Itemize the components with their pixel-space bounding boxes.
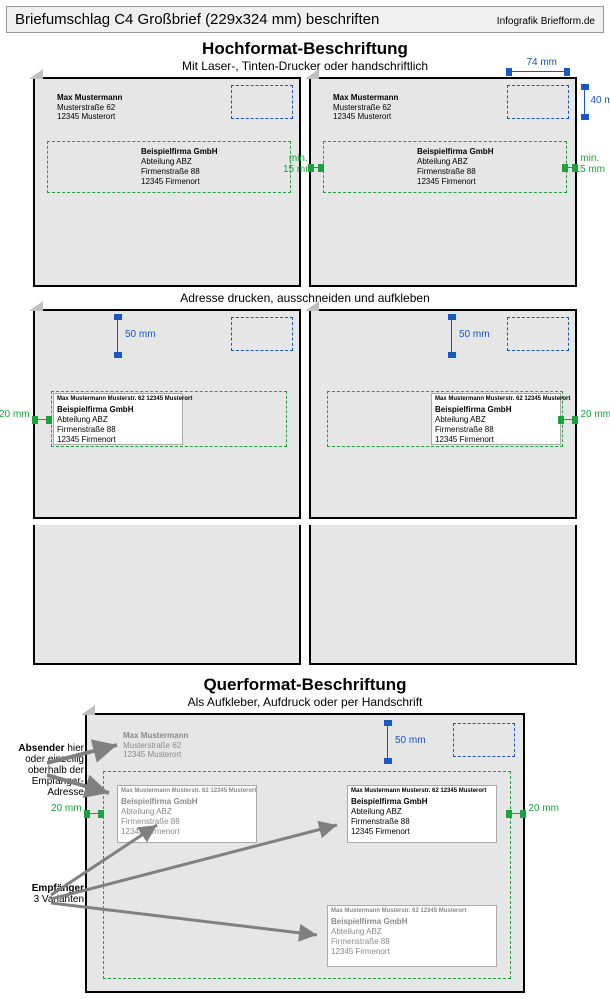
dim-top-50 [451,315,452,357]
recipient-name: Beispielfirma GmbH [435,405,511,415]
flap-icon [305,69,319,79]
flap-icon [305,301,319,311]
recipient-block: Beispielfirma GmbH Abteilung ABZ Firmens… [141,147,217,187]
env-stub [33,525,301,665]
dim-margin-20-r [559,419,577,420]
recipient-name: Beispielfirma GmbH [57,405,133,415]
dim-min: min. [580,153,599,164]
sender-name: Max Mustermann [333,93,398,103]
dim-land-20-r-lbl: 20 mm [528,803,559,814]
recipient-city: 12345 Firmenort [141,177,217,187]
sender-city: 12345 Musterort [123,750,188,760]
dim-15: 15 mm [283,164,314,175]
recipient-street: Firmenstraße 88 [57,425,133,435]
envelope-portrait-1: Max Mustermann Musterstraße 62 12345 Mus… [33,77,301,287]
dim-margin-20-l [33,419,51,420]
dim-top-50-lbl: 50 mm [459,329,490,340]
recipient-dept: Abteilung ABZ [435,415,511,425]
recipient-city: 12345 Firmenort [57,435,133,445]
sender-city: 12345 Musterort [333,112,398,122]
recipient-dept: Abteilung ABZ [57,415,133,425]
recipient-block: Beispielfirma GmbH Abteilung ABZ Firmens… [57,405,133,445]
sender-inline: Max Mustermann Musterstr. 62 12345 Muste… [435,396,570,402]
dim-15: 15 mm [574,164,605,175]
dim-stamp-h-lbl: 40 mm [590,95,610,106]
section1-heading: Hochformat-Beschriftung [6,39,604,59]
recipient-city: 12345 Firmenort [435,435,511,445]
sender-block: Max Mustermann Musterstraße 62 12345 Mus… [333,93,398,122]
stamp-zone [231,317,293,351]
row-portrait-2: 50 mm Max Mustermann Musterstr. 62 12345… [6,309,604,519]
dim-20-lbl: 20 mm [580,409,610,420]
section2-heading: Querformat-Beschriftung [6,675,604,695]
dim-land-20-r [507,813,525,814]
arrow-absender [47,715,127,845]
sender-city: 12345 Musterort [57,112,122,122]
stamp-zone [231,85,293,119]
dim-top-50-lbl: 50 mm [125,329,156,340]
recipient-v2: Beispielfirma GmbH Abteilung ABZ Firmens… [351,797,427,837]
dim-stamp-w-lbl: 74 mm [526,57,557,68]
section2-sub: Als Aufkleber, Aufdruck oder per Handsch… [6,695,604,709]
env-stub [309,525,577,665]
dim-stamp-w [507,71,569,72]
dim-min: min. [289,153,308,164]
recipient-city: 12345 Firmenort [417,177,493,187]
recipient-name: Beispielfirma GmbH [417,147,493,157]
envelope-portrait-2: 74 mm 40 mm Max Mustermann Musterstraße … [309,77,577,287]
sender-block-grey: Max Mustermann Musterstraße 62 12345 Mus… [123,731,188,760]
recipient-name: Beispielfirma GmbH [141,147,217,157]
sender-inline-v1: Max Mustermann Musterstr. 62 12345 Muste… [121,788,256,794]
envelope-landscape: 50 mm Max Mustermann Musterstraße 62 123… [85,713,525,993]
dim-20-lbl: 20 mm [0,409,30,420]
recipient-street: Firmenstraße 88 [435,425,511,435]
recipient-street: Firmenstraße 88 [417,167,493,177]
recipient-v1: Beispielfirma GmbH Abteilung ABZ Firmens… [121,797,197,837]
sender-name: Max Mustermann [57,93,122,103]
recipient-dept: Abteilung ABZ [141,157,217,167]
sender-inline: Max Mustermann Musterstr. 62 12345 Muste… [57,396,192,402]
stamp-zone [453,723,515,757]
flap-icon [29,301,43,311]
sender-street: Musterstraße 62 [333,103,398,113]
sender-street: Musterstraße 62 [57,103,122,113]
stamp-zone [507,317,569,351]
page-title: Briefumschlag C4 Großbrief (229x324 mm) … [15,11,379,28]
row-portrait-stubs [6,525,604,665]
recipient-street: Firmenstraße 88 [141,167,217,177]
flap-icon [29,69,43,79]
stamp-zone [507,85,569,119]
flap-icon [81,705,95,715]
envelope-portrait-4: 50 mm Max Mustermann Musterstr. 62 12345… [309,309,577,519]
recipient-block: Beispielfirma GmbH Abteilung ABZ Firmens… [435,405,511,445]
sender-name: Max Mustermann [123,731,188,741]
sender-inline-v2: Max Mustermann Musterstr. 62 12345 Muste… [351,788,486,794]
dim-margin-l-lbl: min.15 mm [283,153,314,175]
recipient-dept: Abteilung ABZ [417,157,493,167]
dim-top-50-lbl: 50 mm [395,735,426,746]
row-portrait-1: Max Mustermann Musterstraße 62 12345 Mus… [6,77,604,287]
recipient-block: Beispielfirma GmbH Abteilung ABZ Firmens… [417,147,493,187]
source-label: Infografik Briefform.de [497,16,595,27]
dim-top-50 [117,315,118,357]
sender-block: Max Mustermann Musterstraße 62 12345 Mus… [57,93,122,122]
envelope-portrait-3: 50 mm Max Mustermann Musterstr. 62 12345… [33,309,301,519]
dim-stamp-h [584,85,585,119]
dim-margin-r-lbl: min.15 mm [574,153,605,175]
sender-street: Musterstraße 62 [123,741,188,751]
dim-top-50 [387,721,388,763]
title-bar: Briefumschlag C4 Großbrief (229x324 mm) … [6,6,604,33]
arrow-empfaenger [47,855,367,995]
